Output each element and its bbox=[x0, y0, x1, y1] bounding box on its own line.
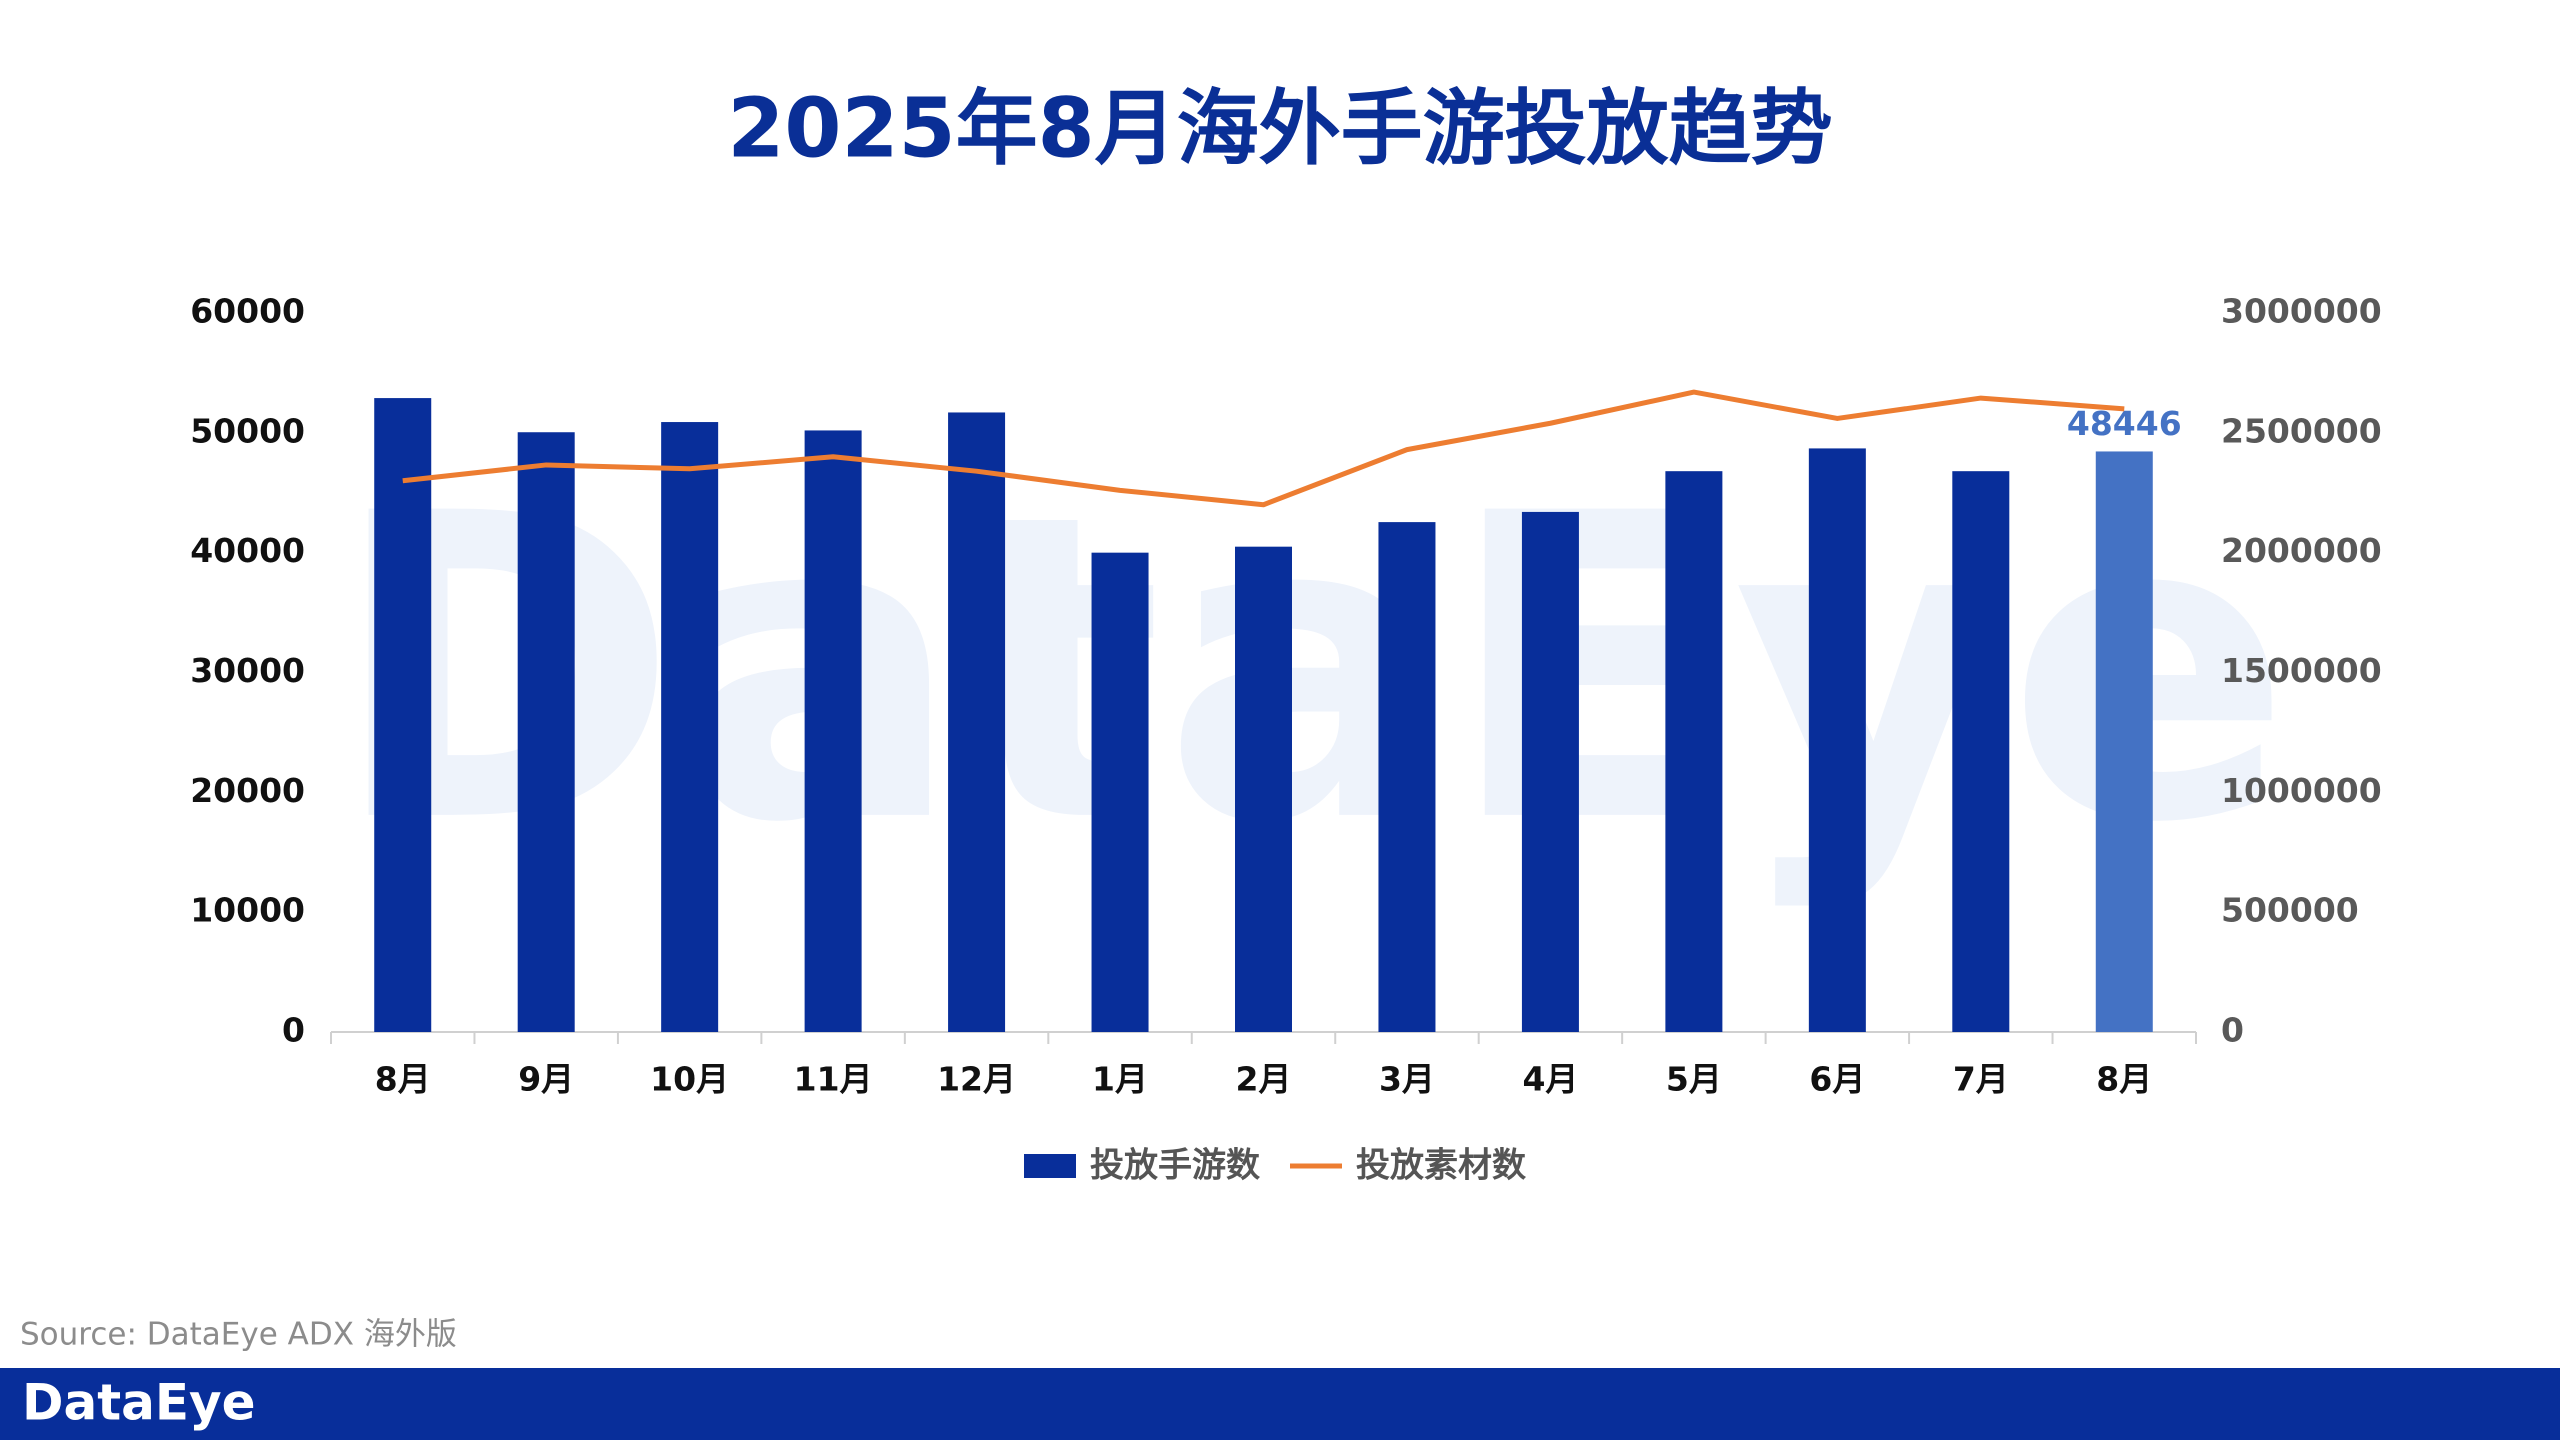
x-tick-label: 4月 bbox=[1522, 1060, 1578, 1099]
x-tick-label: 5月 bbox=[1666, 1060, 1722, 1099]
x-tick-label: 11月 bbox=[794, 1060, 873, 1099]
y2-tick-label: 500000 bbox=[2221, 891, 2359, 930]
y-tick-label: 30000 bbox=[190, 651, 305, 690]
y2-tick-label: 2500000 bbox=[2221, 411, 2382, 450]
y-tick-label: 20000 bbox=[190, 771, 305, 810]
y-tick-label: 40000 bbox=[190, 531, 305, 570]
bar bbox=[1235, 546, 1292, 1032]
x-tick-label: 6月 bbox=[1809, 1060, 1865, 1099]
footer-logo: DataEye bbox=[22, 1374, 256, 1432]
line bbox=[402, 389, 2125, 508]
x-tick-label: 3月 bbox=[1379, 1060, 1435, 1099]
bar bbox=[1952, 471, 2010, 1032]
chart-title: 2025年8月海外手游投放趋势 bbox=[727, 81, 1832, 176]
legend-label: 投放手游数 bbox=[1090, 1146, 1260, 1186]
x-tick-label: 7月 bbox=[1953, 1060, 2009, 1099]
bar bbox=[1091, 552, 1149, 1032]
bar bbox=[1665, 471, 1723, 1032]
bar bbox=[1521, 511, 1579, 1032]
x-tick-label: 1月 bbox=[1092, 1060, 1148, 1099]
data-label: 48446 bbox=[2067, 404, 2182, 443]
legend-label: 投放素材数 bbox=[1356, 1146, 1526, 1186]
source: Source: DataEye ADX 海外版 bbox=[20, 1317, 457, 1353]
x-tick-label: 8月 bbox=[375, 1060, 431, 1099]
bar bbox=[374, 398, 432, 1032]
bar bbox=[2095, 451, 2153, 1032]
x-tick-label: 9月 bbox=[518, 1060, 574, 1099]
y-tick-label: 60000 bbox=[190, 292, 305, 331]
bar bbox=[517, 432, 575, 1033]
y2-tick-label: 3000000 bbox=[2221, 292, 2382, 331]
legend-swatch bbox=[1024, 1154, 1076, 1178]
footer-bar bbox=[0, 1368, 2560, 1440]
bar bbox=[948, 412, 1006, 1032]
y2-tick-label: 2000000 bbox=[2221, 531, 2382, 570]
y-tick-label: 50000 bbox=[190, 411, 305, 450]
x-tick-label: 8月 bbox=[2096, 1060, 2152, 1099]
x-tick-label: 10月 bbox=[650, 1060, 729, 1099]
bar bbox=[1808, 448, 1866, 1033]
bar bbox=[1378, 522, 1436, 1032]
y2-tick-label: 1000000 bbox=[2221, 771, 2382, 810]
x-tick-label: 2月 bbox=[1236, 1060, 1292, 1099]
bar bbox=[804, 430, 862, 1033]
y2-tick-label: 0 bbox=[2221, 1011, 2244, 1050]
bar bbox=[661, 422, 719, 1032]
y-tick-label: 0 bbox=[282, 1011, 305, 1050]
y2-tick-label: 1500000 bbox=[2221, 651, 2382, 690]
y-tick-label: 10000 bbox=[190, 891, 305, 930]
x-tick-label: 12月 bbox=[937, 1060, 1016, 1099]
